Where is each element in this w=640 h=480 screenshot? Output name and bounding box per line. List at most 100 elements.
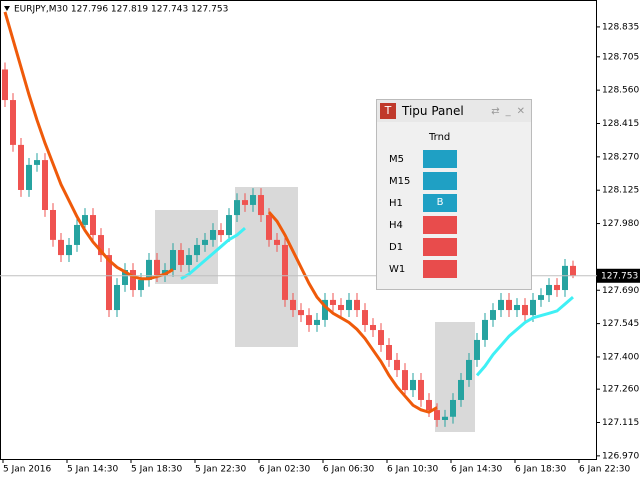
x-tick-label: 6 Jan 14:30 xyxy=(451,465,503,475)
candle-body xyxy=(122,270,128,285)
trend-button[interactable] xyxy=(423,216,457,234)
timeframe-label: M15 xyxy=(389,175,411,187)
panel-icon: T xyxy=(380,103,396,119)
trend-button[interactable] xyxy=(423,150,457,168)
candle-body xyxy=(426,399,432,411)
candle-body xyxy=(170,250,176,271)
candle-body xyxy=(402,370,408,391)
candle-body xyxy=(418,379,424,400)
candle-body xyxy=(314,319,320,325)
candle-body xyxy=(274,239,280,245)
candle-body xyxy=(410,379,416,391)
candle-body xyxy=(266,215,272,240)
x-tick-label: 6 Jan 10:30 xyxy=(387,465,439,475)
candle-body xyxy=(442,416,448,420)
candle-body xyxy=(506,299,512,311)
candle-body xyxy=(90,215,96,236)
y-tick-label: 128.270 xyxy=(602,152,639,162)
x-tick-label: 5 Jan 18:30 xyxy=(131,465,183,475)
candle-body xyxy=(242,200,248,205)
x-tick-label: 6 Jan 02:30 xyxy=(259,465,311,475)
x-tick-label: 5 Jan 14:30 xyxy=(67,465,119,475)
candle-body xyxy=(386,345,392,360)
panel-title: Tipu Panel xyxy=(402,104,464,118)
trend-button[interactable] xyxy=(423,172,457,190)
timeframe-label: M5 xyxy=(389,153,404,165)
candle-body xyxy=(330,299,336,305)
indicator-line xyxy=(3,11,438,414)
candle-body xyxy=(458,379,464,400)
timeframe-row: W1 xyxy=(389,260,457,278)
panel-header: T Tipu Panel ⇄_✕ xyxy=(377,100,531,122)
trend-button[interactable] xyxy=(423,238,457,256)
candle-body xyxy=(450,399,456,417)
candle-body xyxy=(58,239,64,256)
candle-body xyxy=(130,270,136,291)
chart-title: EURJPY,M30 127.796 127.819 127.743 127.7… xyxy=(14,5,228,15)
candle-body xyxy=(378,330,384,345)
candle-body xyxy=(82,215,88,225)
candle-body xyxy=(298,310,304,316)
candle-body xyxy=(186,255,192,265)
candle-body xyxy=(554,284,560,291)
candle-body xyxy=(138,279,144,291)
candle-body xyxy=(74,224,80,245)
candle-body xyxy=(354,299,360,311)
candle-body xyxy=(98,235,104,256)
candle-body xyxy=(362,310,368,325)
timeframe-label: H1 xyxy=(389,197,403,209)
y-tick-label: 127.690 xyxy=(602,286,639,296)
last-price-label: 127.753 xyxy=(601,271,638,281)
candle-body xyxy=(338,304,344,311)
candle-body xyxy=(194,244,200,256)
candle-body xyxy=(50,209,56,240)
tipu-panel[interactable]: T Tipu Panel ⇄_✕ Trnd M5 M15 H1 B H4 D1 W1 xyxy=(376,99,532,290)
candle-body xyxy=(250,195,256,205)
candle-body xyxy=(546,284,552,296)
y-tick-label: 128.705 xyxy=(602,52,639,62)
indicator-line xyxy=(180,227,574,377)
candle-body xyxy=(210,230,216,240)
candle-body xyxy=(114,284,120,311)
y-tick-label: 128.415 xyxy=(602,119,639,129)
trend-button[interactable] xyxy=(423,260,457,278)
candle-body xyxy=(26,164,32,190)
y-tick-label: 127.115 xyxy=(602,418,639,428)
candle-body xyxy=(10,100,16,145)
timeframe-row: M5 xyxy=(389,150,457,168)
y-tick-label: 127.980 xyxy=(602,219,639,229)
candle-body xyxy=(234,200,240,216)
candle-body xyxy=(34,160,40,165)
candle-body xyxy=(42,160,48,210)
candle-body xyxy=(218,230,224,236)
candle-body xyxy=(258,195,264,216)
timeframe-row: H4 xyxy=(389,216,457,234)
candle-body xyxy=(538,295,544,300)
candle-body xyxy=(290,299,296,311)
candle-body xyxy=(146,259,152,280)
candle-body xyxy=(498,299,504,311)
candle-body xyxy=(106,255,112,311)
candle-body xyxy=(370,324,376,331)
candle-body xyxy=(434,410,440,420)
candle-body xyxy=(322,299,328,320)
candle-body xyxy=(466,359,472,380)
timeframe-label: H4 xyxy=(389,219,403,231)
candle-body xyxy=(562,265,568,291)
timeframe-label: D1 xyxy=(389,241,404,253)
candle-body xyxy=(490,310,496,320)
candle-body xyxy=(474,339,480,360)
timeframe-row: D1 xyxy=(389,238,457,256)
last-price-box xyxy=(597,268,640,283)
x-tick-label: 6 Jan 18:30 xyxy=(515,465,567,475)
menu-icon[interactable] xyxy=(4,6,10,11)
plot-frame xyxy=(0,0,597,460)
trend-button[interactable]: B xyxy=(423,194,457,212)
candle-body xyxy=(154,259,160,276)
y-tick-label: 126.970 xyxy=(602,451,639,461)
panel-controls[interactable]: ⇄_✕ xyxy=(491,105,531,117)
y-tick-label: 127.400 xyxy=(602,352,639,362)
x-tick-label: 5 Jan 2016 xyxy=(3,465,51,475)
